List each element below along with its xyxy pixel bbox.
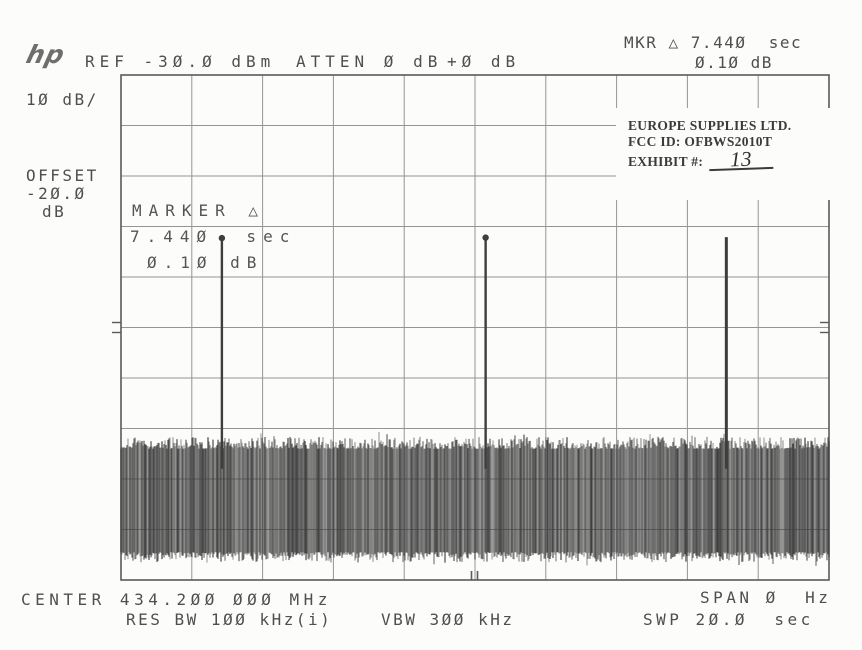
span-label: SPAN Ø Hz [700,588,832,607]
res-bw-label: RES BW 1ØØ kHz(i) [126,610,333,629]
center-frequency-label: CENTER 434.2ØØ ØØØ MHz [21,590,332,609]
marker-readout-amplitude: Ø.1Ø dB [147,253,264,272]
offset-unit: dB [42,202,67,221]
marker-delta-readout-time: MKR △ 7.44Ø sec [624,33,803,52]
fcc-exhibit-label: EUROPE SUPPLIES LTD. FCC ID: OFBWS2010T … [616,108,856,200]
exhibit-company-name: EUROPE SUPPLIES LTD. [628,118,792,133]
marker-readout-time: 7.44Ø sec [130,227,297,246]
hp-logo: hp [23,40,69,69]
marker-readout-title: MARKER △ [132,201,266,220]
exhibit-number-line: EXHIBIT #: 13 [628,147,856,171]
attenuation-offset-label: +Ø dB [447,52,521,71]
attenuation-label: ATTEN Ø dB [296,52,443,71]
offset-label: OFFSET [26,166,99,185]
vbw-label: VBW 3ØØ kHz [381,610,515,629]
exhibit-number-prefix: EXHIBIT #: [628,154,704,169]
offset-value: -2Ø.Ø [26,184,87,203]
exhibit-number-handwritten: 13 [708,147,774,171]
marker-delta-readout-amplitude: Ø.1Ø dB [695,53,773,72]
exhibit-fcc-id: FCC ID: OFBWS2010T [628,134,773,149]
ref-level-label: REF -3Ø.Ø dBm [85,52,276,71]
sweep-time-label: SWP 2Ø.Ø sec [643,610,814,629]
scale-per-div-label: 1Ø dB/ [26,90,99,109]
